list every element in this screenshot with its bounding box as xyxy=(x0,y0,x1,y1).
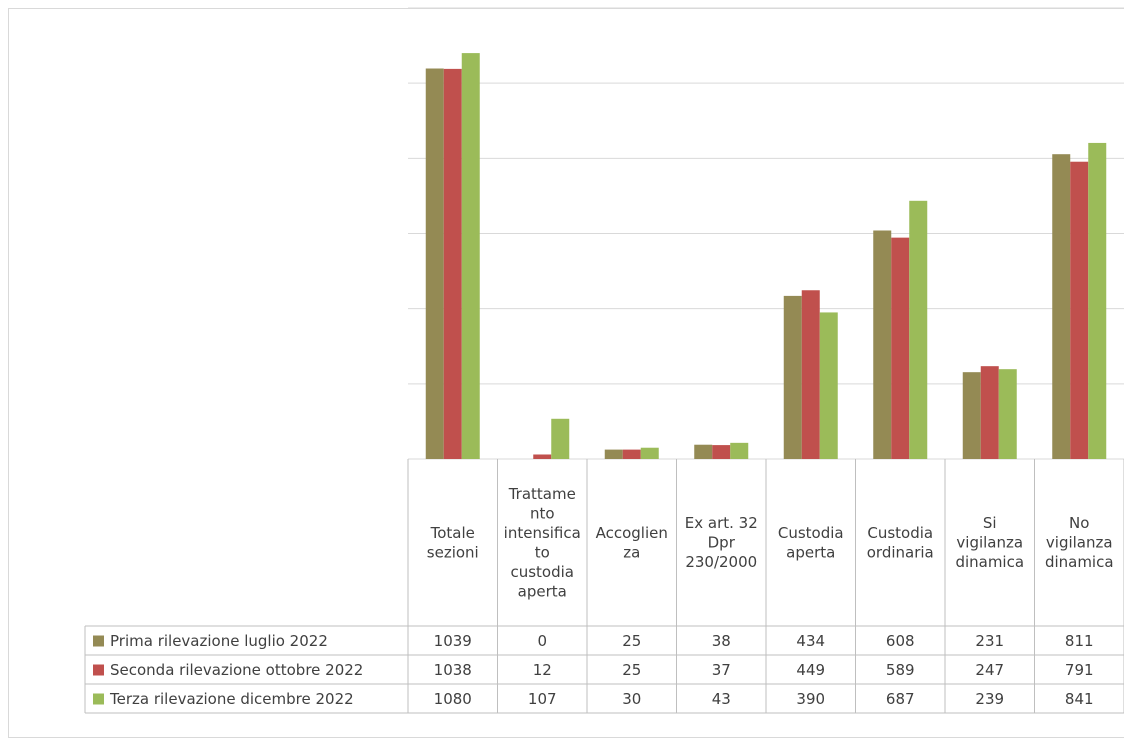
bar xyxy=(730,442,749,459)
table-cell: 38 xyxy=(712,632,731,650)
bar xyxy=(640,447,659,459)
data-table: Totale sezioni Trattame nto intensifica to cus… xyxy=(84,459,1124,714)
bar xyxy=(891,237,910,459)
bar xyxy=(604,449,623,459)
legend-key xyxy=(93,664,104,676)
bar xyxy=(909,200,928,460)
table-cell: 687 xyxy=(886,690,915,708)
table-cell: 239 xyxy=(975,690,1004,708)
category-label: Totale sezioni xyxy=(427,524,479,562)
table-cell: 608 xyxy=(886,632,915,650)
bar xyxy=(819,312,838,459)
legend-key xyxy=(93,693,104,705)
category-label: Ex art. 32 Dpr 230/2000 xyxy=(685,514,758,571)
bar-chart: Totale sezioni Trattame nto intensifica to cus… xyxy=(84,7,1124,714)
table-cell: 449 xyxy=(796,661,825,679)
bar xyxy=(1070,161,1089,460)
category-label: No vigilanza dinamica xyxy=(1045,514,1114,571)
table-cell: 791 xyxy=(1065,661,1094,679)
bar xyxy=(873,230,892,459)
bar xyxy=(425,68,444,460)
table-cell: 0 xyxy=(537,632,547,650)
table-cell: 589 xyxy=(886,661,915,679)
table-cell: 107 xyxy=(528,690,557,708)
bar xyxy=(1088,142,1107,459)
table-cell: 25 xyxy=(622,632,641,650)
table-cell: 247 xyxy=(975,661,1004,679)
table-cell: 30 xyxy=(622,690,641,708)
table-cell: 37 xyxy=(712,661,731,679)
table-cell: 25 xyxy=(622,661,641,679)
table-cell: 43 xyxy=(712,690,731,708)
table-cell: 390 xyxy=(796,690,825,708)
table-cell: 811 xyxy=(1065,632,1094,650)
table-cell: 1038 xyxy=(434,661,472,679)
bar xyxy=(712,445,731,459)
legend-label: Prima rilevazione luglio 2022 xyxy=(110,632,328,650)
category-label: Si vigilanza dinamica xyxy=(955,514,1024,571)
category-label: Custodia aperta xyxy=(778,524,844,562)
bar xyxy=(622,449,641,459)
bar xyxy=(461,53,480,459)
category-label: Trattame nto intensifica to custodia aperta xyxy=(504,485,581,601)
bar xyxy=(962,372,981,459)
bar xyxy=(801,290,820,459)
category-label: Accoglien za xyxy=(596,524,668,562)
bar xyxy=(551,418,570,459)
bar xyxy=(783,295,802,459)
bar xyxy=(694,444,713,459)
table-cell: 1039 xyxy=(434,632,472,650)
table-cell: 841 xyxy=(1065,690,1094,708)
gridlines xyxy=(408,7,1124,460)
legend-label: Seconda rilevazione ottobre 2022 xyxy=(110,661,363,679)
bar xyxy=(533,454,552,459)
legend-label: Terza rilevazione dicembre 2022 xyxy=(109,690,354,708)
bars xyxy=(425,53,1107,460)
table-cell: 231 xyxy=(975,632,1004,650)
bar xyxy=(998,369,1017,459)
bar xyxy=(443,68,462,459)
table-cell: 12 xyxy=(533,661,552,679)
table-cell: 1080 xyxy=(434,690,472,708)
category-label: Custodia ordinaria xyxy=(867,524,934,562)
bar xyxy=(1052,154,1071,460)
legend-key xyxy=(93,635,104,647)
table-cell: 434 xyxy=(796,632,825,650)
bar xyxy=(980,366,999,459)
